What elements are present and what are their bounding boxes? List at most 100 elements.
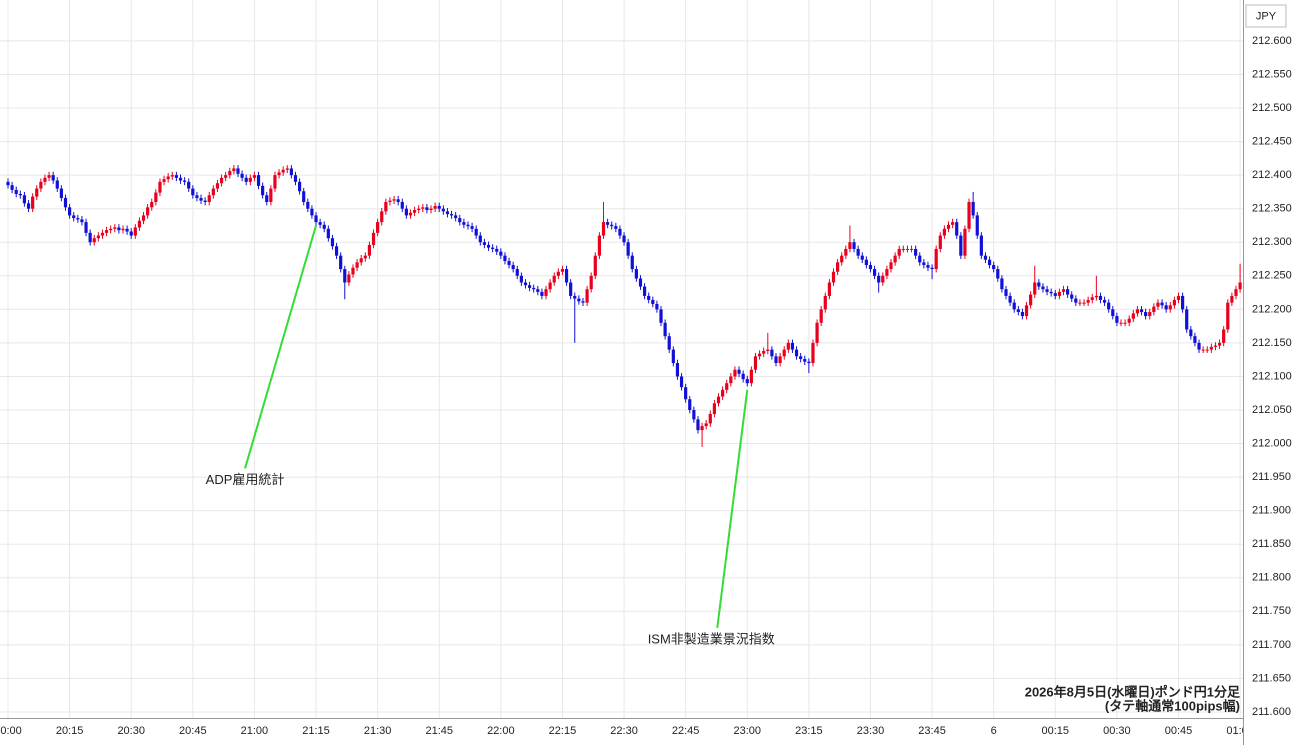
candle-body [815, 322, 819, 343]
candle-body [306, 201, 310, 209]
candle-body [1053, 293, 1057, 296]
candle-body [367, 244, 372, 256]
candle-body [265, 195, 269, 202]
candle-body [68, 207, 72, 216]
candle-body [1057, 291, 1061, 296]
candle-body [31, 196, 35, 209]
candle-body [741, 373, 745, 380]
candle-body [174, 175, 178, 178]
candle-body [1107, 302, 1111, 310]
candle-body [737, 369, 741, 374]
candle-body [88, 232, 92, 243]
x-tick-label: 23:30 [857, 725, 885, 737]
candle-body [1234, 289, 1238, 296]
candle-body [766, 349, 770, 351]
candle-body [162, 179, 166, 182]
candle-body [1172, 299, 1176, 306]
candle-body [154, 192, 158, 202]
candle-body [1217, 342, 1222, 346]
candle-body [696, 419, 700, 431]
candle-body [659, 309, 663, 323]
candle-body [975, 215, 979, 236]
candle-body [39, 181, 43, 189]
candle-body [129, 231, 133, 236]
candle-body [971, 201, 975, 216]
candle-body [1148, 312, 1152, 317]
candle-body [125, 228, 129, 232]
candle-body [716, 396, 721, 404]
candle-body [441, 208, 445, 212]
candle-body [1230, 295, 1234, 303]
candle-body [914, 248, 918, 256]
candle-body [1201, 349, 1205, 351]
candle-body [848, 242, 852, 249]
y-tick-label: 212.500 [1252, 102, 1292, 114]
candle-body [380, 211, 384, 223]
candle-body [462, 222, 466, 225]
note: (タテ軸通常100pips幅) [1105, 698, 1240, 713]
candle-body [606, 222, 610, 225]
candle-body [770, 349, 774, 357]
candle-body [1185, 309, 1189, 330]
candle-body [1020, 312, 1025, 317]
x-tick-label: 23:15 [795, 725, 823, 737]
plot [6, 165, 1242, 447]
candle-body [934, 248, 938, 270]
y-axis: 211.600 211.650 211.700 211.750 211.800 211.8… [1252, 35, 1292, 718]
candle-body [1094, 295, 1098, 298]
candle-body [992, 265, 996, 270]
candle-body [433, 206, 437, 209]
candle-body [757, 353, 762, 357]
candle-body [987, 259, 992, 266]
x-tick-label: 22:45 [672, 725, 700, 737]
candle-body [684, 387, 688, 400]
candle-body [277, 172, 281, 176]
y-tick-label: 212.200 [1252, 303, 1292, 315]
candle-body [59, 188, 63, 198]
candle-body [1164, 305, 1168, 310]
candle-body [109, 228, 113, 231]
candle-body [293, 175, 298, 182]
note: 2026年8月5日(水曜日)ポンド円1分足 [1025, 684, 1241, 699]
candle-body [195, 195, 199, 198]
candle-body [474, 228, 478, 236]
candle-body [642, 286, 647, 296]
candle-body [1078, 302, 1082, 304]
candle-body [158, 181, 162, 193]
candle-body [831, 271, 836, 283]
candle-body [909, 248, 914, 250]
y-tick-label: 211.650 [1252, 672, 1291, 684]
candle-body [540, 291, 544, 296]
candle-body [113, 227, 117, 229]
candle-body [363, 255, 367, 259]
candle-body [1226, 302, 1230, 330]
candle-body [499, 251, 503, 256]
candle-body [10, 185, 14, 190]
y-tick-label: 211.800 [1252, 572, 1291, 584]
candle-body [376, 222, 380, 233]
candle-body [351, 267, 355, 275]
candle-body [573, 295, 577, 299]
candle-body [712, 403, 717, 415]
candle-body [1193, 336, 1197, 343]
candle-body [618, 228, 622, 236]
x-tick-label: 00:45 [1165, 725, 1193, 737]
candle-body [877, 275, 881, 283]
candle-body [146, 207, 150, 216]
candle-body [622, 235, 626, 243]
candle-body [458, 218, 462, 223]
grid [0, 0, 1243, 718]
candle-body [1012, 302, 1016, 310]
candle-body [996, 269, 1000, 279]
candle-body [1086, 299, 1090, 303]
candle-body [343, 269, 347, 283]
candle-body [232, 168, 236, 172]
candle-body [408, 212, 413, 216]
candle-body [1016, 309, 1020, 313]
y-tick-label: 212.150 [1252, 337, 1292, 349]
candle-body [704, 423, 708, 427]
candle-body [187, 181, 191, 189]
candle-body [121, 228, 125, 231]
candle-body [852, 242, 856, 249]
